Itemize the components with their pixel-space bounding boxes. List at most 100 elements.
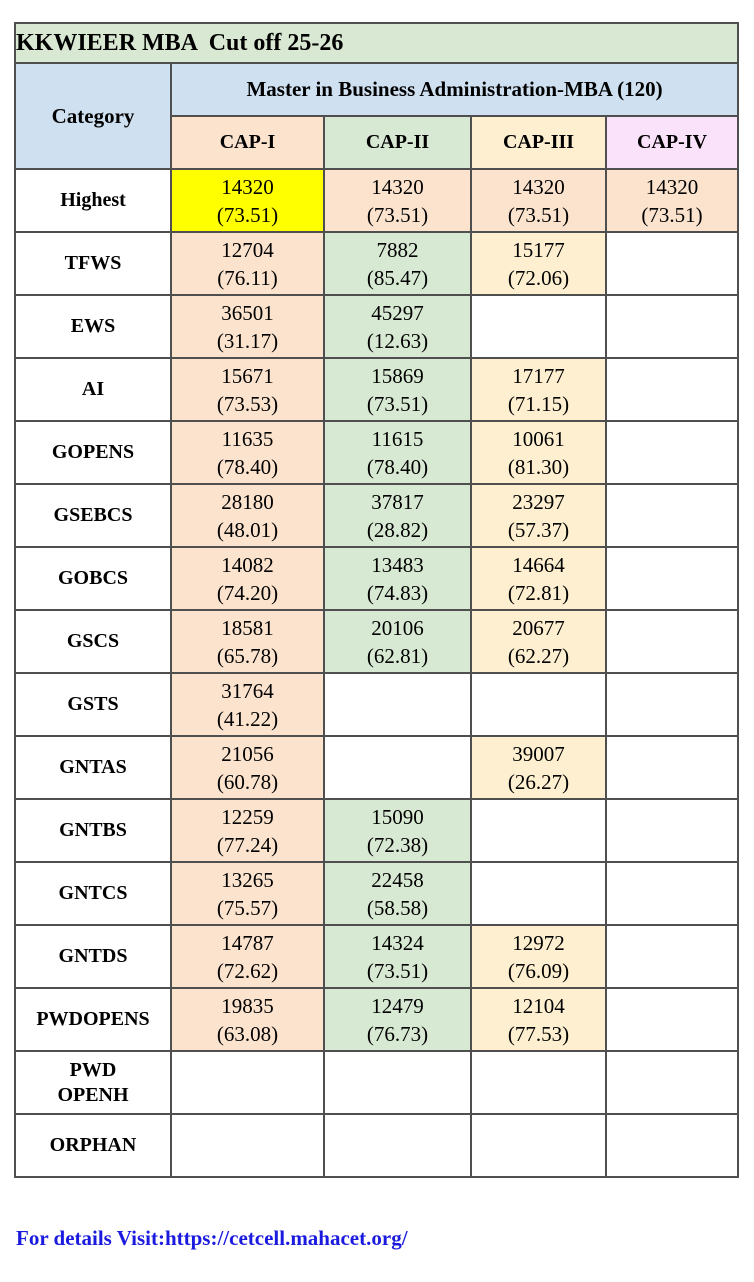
cutoff-cell (470, 1113, 607, 1178)
cutoff-cell: 14320 (73.51) (604, 168, 740, 233)
table-row: GSCS 18581 (65.78) 20106 (62.81) 20677 (62.27) (14, 609, 740, 674)
percentile-value: (12.63) (366, 328, 429, 353)
cutoff-cell (604, 861, 740, 926)
cutoff-cell (323, 735, 472, 800)
rank-value: 14320 (645, 174, 699, 199)
percentile-value: (58.58) (366, 895, 429, 920)
cutoff-cell (604, 420, 740, 485)
percentile-value: (81.30) (507, 454, 570, 479)
category-cell: GSEBCS (14, 483, 172, 548)
percentile-value: (77.24) (216, 832, 279, 857)
cutoff-cell: 14320 (73.51) (470, 168, 607, 233)
rank-value: 20677 (512, 615, 565, 640)
category-cell: AI (14, 357, 172, 422)
percentile-value: (78.40) (216, 454, 279, 479)
percentile-value: (77.53) (507, 1021, 570, 1046)
percentile-value: (73.51) (507, 202, 570, 227)
cutoff-cell: 14664 (72.81) (470, 546, 607, 611)
cutoff-cell (604, 294, 740, 359)
rank-value: 37817 (371, 489, 424, 514)
rank-value: 15177 (512, 237, 565, 262)
category-cell: GSCS (14, 609, 172, 674)
percentile-value: (63.08) (216, 1021, 279, 1046)
rank-value: 15671 (221, 363, 274, 388)
cutoff-cell (604, 231, 740, 296)
cutoff-cell (604, 735, 740, 800)
percentile-value: (73.53) (216, 391, 279, 416)
table-row: ORPHAN (14, 1113, 740, 1178)
cutoff-cell (604, 798, 740, 863)
table-row: EWS 36501 (31.17) 45297 (12.63) (14, 294, 740, 359)
table-row: PWDOPENS 19835 (63.08) 12479 (76.73) 12104 (77… (14, 987, 740, 1052)
cutoff-cell (470, 672, 607, 737)
cutoff-cell: 23297 (57.37) (470, 483, 607, 548)
category-cell: GNTDS (14, 924, 172, 989)
table-row: TFWS 12704 (76.11) 7882 (85.47) 15177 (72.06) (14, 231, 740, 296)
category-cell: GOPENS (14, 420, 172, 485)
category-cell: GOBCS (14, 546, 172, 611)
rank-value: 13483 (371, 552, 424, 577)
table-row: GNTBS 12259 (77.24) 15090 (72.38) (14, 798, 740, 863)
cutoff-cell (604, 924, 740, 989)
cutoff-cell: 15671 (73.53) (170, 357, 325, 422)
cap4-column-header: CAP-IV (604, 115, 740, 170)
cutoff-cell: 14324 (73.51) (323, 924, 472, 989)
percentile-value: (74.20) (216, 580, 279, 605)
category-cell: GNTAS (14, 735, 172, 800)
cutoff-cell: 11635 (78.40) (170, 420, 325, 485)
table-row: GSTS 31764 (41.22) (14, 672, 740, 737)
cutoff-cell: 12704 (76.11) (170, 231, 325, 296)
page-title: KKWIEER MBA Cut off 25-26 (13, 22, 740, 64)
rank-value: 12704 (221, 237, 274, 262)
cutoff-table: KKWIEER MBA Cut off 25-26 Category Maste… (13, 22, 740, 1178)
rank-value: 14320 (371, 174, 424, 199)
percentile-value: (74.83) (366, 580, 429, 605)
cutoff-cell: 18581 (65.78) (170, 609, 325, 674)
category-cell: PWDOPENS (14, 987, 172, 1052)
rank-value: 28180 (221, 489, 274, 514)
title-row: KKWIEER MBA Cut off 25-26 (13, 22, 740, 64)
percentile-value: (75.57) (216, 895, 279, 920)
rank-value: 14324 (371, 930, 424, 955)
rank-value: 15090 (371, 804, 424, 829)
table-row: GNTDS 14787 (72.62) 14324 (73.51) 12972 (76.09… (14, 924, 740, 989)
cutoff-cell: 14787 (72.62) (170, 924, 325, 989)
percentile-value: (71.15) (507, 391, 570, 416)
cutoff-cell: 17177 (71.15) (470, 357, 607, 422)
cutoff-cell: 22458 (58.58) (323, 861, 472, 926)
cutoff-cell: 15090 (72.38) (323, 798, 472, 863)
rank-value: 20106 (371, 615, 424, 640)
category-cell: PWD OPENH (14, 1050, 172, 1115)
cutoff-cell: 45297 (12.63) (323, 294, 472, 359)
table-row: Highest 14320 (73.51) 14320 (73.51) 14320 (73.… (14, 168, 740, 233)
cutoff-cell (323, 1113, 472, 1178)
percentile-value: (85.47) (366, 265, 429, 290)
rank-value: 14664 (512, 552, 565, 577)
cutoff-cell: 12479 (76.73) (323, 987, 472, 1052)
footer-link[interactable]: For details Visit:https://cetcell.mahace… (16, 1226, 408, 1250)
rank-value: 11615 (371, 426, 424, 451)
category-cell: Highest (14, 168, 172, 233)
percentile-value: (78.40) (366, 454, 429, 479)
rank-value: 31764 (221, 678, 274, 703)
percentile-value: (60.78) (216, 769, 279, 794)
cutoff-cell (604, 357, 740, 422)
cutoff-cell (470, 1050, 607, 1115)
cutoff-cell: 31764 (41.22) (170, 672, 325, 737)
cutoff-cell: 21056 (60.78) (170, 735, 325, 800)
cutoff-cell: 12259 (77.24) (170, 798, 325, 863)
cap1-column-header: CAP-I (170, 115, 325, 170)
rank-value: 12972 (512, 930, 565, 955)
rank-value: 22458 (371, 867, 424, 892)
cutoff-cell (170, 1113, 325, 1178)
percentile-value: (73.51) (216, 202, 279, 227)
percentile-value: (28.82) (366, 517, 429, 542)
rank-value: 10061 (512, 426, 565, 451)
cutoff-cell (604, 672, 740, 737)
rank-value: 12104 (512, 993, 565, 1018)
rank-value: 14320 (221, 174, 274, 199)
percentile-value: (73.51) (641, 202, 703, 227)
cutoff-cell: 20677 (62.27) (470, 609, 607, 674)
rank-value: 12259 (221, 804, 274, 829)
